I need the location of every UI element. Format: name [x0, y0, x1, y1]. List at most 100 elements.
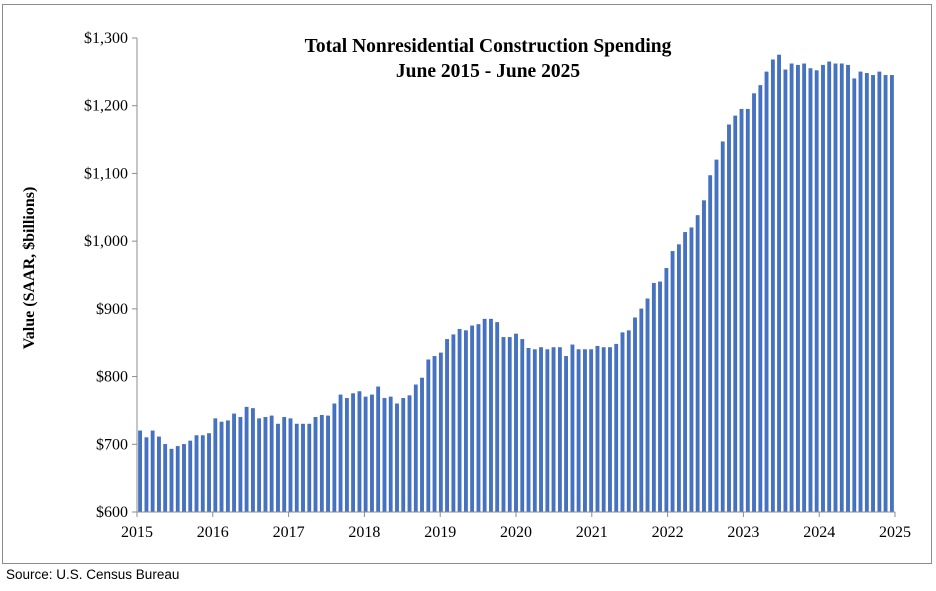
- bar: [282, 417, 287, 513]
- bar: [821, 64, 825, 513]
- bar: [608, 347, 612, 513]
- bar: [482, 318, 487, 513]
- bar: [138, 430, 143, 513]
- bar: [457, 329, 462, 513]
- bar: [232, 413, 236, 513]
- y-tick-label: $1,000: [84, 233, 128, 250]
- bar: [144, 437, 149, 513]
- bar: [783, 69, 788, 513]
- bar: [464, 330, 468, 513]
- bar: [219, 421, 224, 513]
- chart-subtitle: June 2015 - June 2025: [395, 61, 581, 82]
- x-tick-label: 2016: [197, 524, 229, 541]
- bar: [789, 63, 794, 513]
- bar: [852, 78, 857, 513]
- bar: [745, 108, 750, 513]
- y-tick-label: $700: [96, 436, 128, 453]
- x-tick-label: 2025: [879, 524, 911, 541]
- y-axis-label: Value (SAAR, $billions): [21, 186, 38, 350]
- bar: [595, 345, 600, 513]
- bar: [438, 352, 443, 513]
- bar: [658, 281, 662, 513]
- bar: [401, 398, 406, 513]
- bar: [238, 417, 243, 513]
- bar: [532, 349, 537, 513]
- bar: [802, 63, 807, 513]
- bar: [338, 394, 343, 513]
- bar: [827, 61, 832, 513]
- bar: [645, 298, 650, 513]
- bar: [175, 446, 180, 513]
- bar: [388, 396, 393, 513]
- bar: [683, 232, 688, 513]
- bar: [846, 64, 850, 513]
- bar: [689, 227, 694, 513]
- bar: [589, 349, 594, 513]
- bar: [651, 282, 656, 513]
- bar: [332, 403, 337, 513]
- bar: [702, 200, 706, 513]
- bar: [871, 75, 875, 513]
- bar: [344, 398, 349, 513]
- chart-title: Total Nonresidential Construction Spendi…: [305, 34, 672, 84]
- source-note: Source: U.S. Census Bureau: [6, 567, 180, 582]
- bar: [858, 71, 863, 513]
- bar: [432, 356, 437, 513]
- bar: [864, 73, 869, 513]
- bar: [257, 418, 262, 513]
- axes-group: $600 $700 $800 $900 $1,000 $1,100 $1,200 $1,300…: [84, 30, 911, 541]
- bar: [263, 417, 268, 513]
- bar: [839, 63, 844, 513]
- bar: [313, 417, 318, 513]
- bar: [157, 436, 161, 513]
- bar: [808, 68, 813, 513]
- bar: [213, 418, 218, 513]
- bar: [276, 423, 280, 513]
- bar: [294, 423, 299, 513]
- bar: [620, 332, 625, 513]
- x-tick-label: 2022: [652, 524, 684, 541]
- bar: [319, 415, 324, 513]
- bar: [395, 403, 399, 513]
- x-tick-label: 2020: [500, 524, 532, 541]
- bar: [664, 268, 669, 513]
- bar: [714, 159, 719, 513]
- bars-group: [138, 54, 894, 513]
- bar: [626, 330, 631, 513]
- bar: [182, 444, 186, 513]
- y-tick-label: $800: [96, 369, 128, 386]
- bar: [407, 395, 412, 513]
- bar: [877, 71, 882, 513]
- bar: [420, 377, 424, 513]
- bar: [514, 333, 518, 513]
- bar: [413, 384, 418, 513]
- x-tick-label: 2019: [424, 524, 456, 541]
- bar: [351, 393, 355, 513]
- y-tick-label: $600: [96, 504, 128, 521]
- bar: [269, 415, 274, 513]
- y-tick-label: $900: [96, 301, 128, 318]
- bar: [570, 344, 575, 513]
- x-tick-label: 2015: [121, 524, 153, 541]
- bar: [370, 394, 374, 513]
- bar: [225, 420, 230, 513]
- bar: [695, 215, 700, 513]
- bar: [163, 444, 168, 513]
- bar: [376, 386, 381, 513]
- bar: [764, 71, 769, 513]
- bar: [169, 448, 174, 513]
- bar: [476, 324, 481, 513]
- bar: [200, 435, 205, 513]
- bar: [520, 339, 525, 513]
- bar: [489, 318, 493, 513]
- x-tick-label: 2024: [803, 524, 835, 541]
- bar: [244, 406, 249, 513]
- bar: [545, 349, 550, 513]
- y-tick-label: $1,200: [84, 98, 128, 115]
- bar: [150, 430, 155, 513]
- bar: [357, 391, 362, 513]
- bar: [601, 347, 606, 513]
- bar: [770, 59, 775, 513]
- x-tick-label: 2017: [273, 524, 305, 541]
- bar: [326, 415, 330, 513]
